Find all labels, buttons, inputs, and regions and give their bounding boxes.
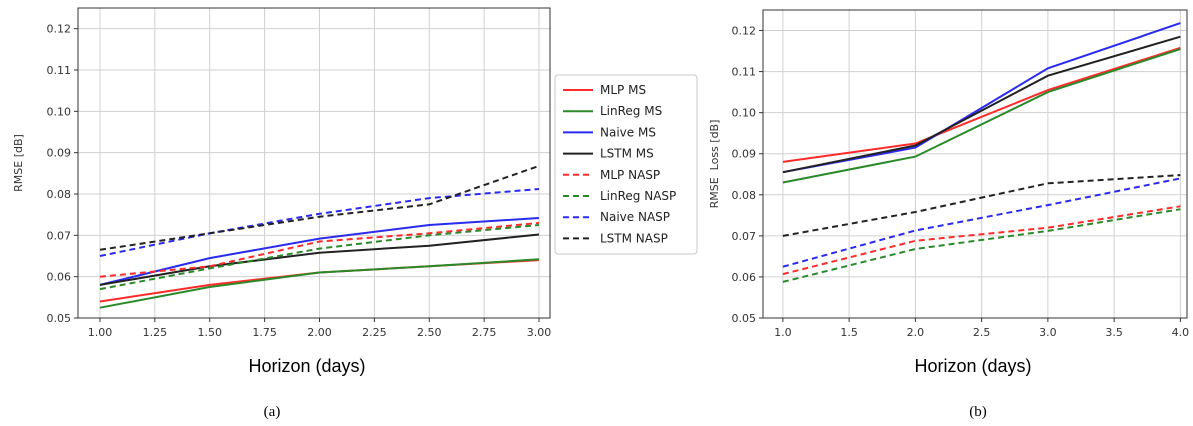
x-tick-label: 4.0 (1172, 326, 1190, 339)
x-tick-label: 3.00 (527, 326, 552, 339)
y-tick-label: 0.07 (47, 229, 72, 242)
x-tick-label: 2.75 (472, 326, 497, 339)
plot-area (78, 8, 550, 318)
x-axis-label: Horizon (days) (914, 356, 1031, 376)
y-axis-label: RMSE Loss [dB] (708, 120, 721, 209)
series-line-linreg-ms (99, 258, 540, 309)
legend-label-linreg-ms: LinReg MS (600, 104, 662, 118)
chart-b: 1.0 1.5 2.0 2.5 3.0 3.5 4.0 0.05 0.06 0.07 0.08 0.0… (708, 9, 1190, 420)
x-tick-label: 1.5 (840, 326, 858, 339)
x-tick-label: 1.25 (143, 326, 168, 339)
series-line-lstm-ms (99, 233, 540, 286)
y-tick-label: 0.09 (47, 147, 72, 160)
y-tick-label: 0.12 (47, 23, 72, 36)
x-tick-label: 2.00 (307, 326, 332, 339)
y-tick-label: 0.10 (47, 105, 72, 118)
x-tick-label: 1.75 (252, 326, 277, 339)
series-line-linreg-ms (782, 48, 1181, 184)
legend-label-mlp-nasp: MLP NASP (600, 168, 660, 182)
series-line-lstm-nasp (99, 164, 540, 251)
panel-caption: (a) (264, 404, 281, 420)
y-tick-label: 0.06 (47, 271, 72, 284)
series-line-lstm-nasp (782, 174, 1181, 237)
x-tick-label: 3.5 (1105, 326, 1123, 339)
legend-label-lstm-nasp: LSTM NASP (600, 231, 668, 245)
y-tick-label: 0.09 (732, 148, 757, 161)
series-line-mlp-nasp (782, 205, 1181, 276)
legend-label-lstm-ms: LSTM MS (600, 147, 654, 161)
series-line-naive-ms (782, 22, 1181, 174)
x-tick-label: 1.0 (774, 326, 792, 339)
legend-box (554, 74, 698, 255)
legend-label-mlp-ms: MLP MS (600, 83, 646, 97)
chart-a: 1.00 1.25 1.50 1.75 2.00 2.25 2.50 2.75 3.00 0.05… (12, 7, 552, 420)
panel-caption: (b) (969, 404, 987, 420)
y-tick-label: 0.05 (732, 312, 757, 325)
legend: MLP MS LinReg MS Naive MS LSTM MS MLP NASP Li… (554, 74, 698, 255)
series-line-lstm-ms (782, 35, 1181, 174)
series-line-mlp-ms (782, 46, 1181, 163)
x-tick-label: 2.5 (973, 326, 991, 339)
y-tick-label: 0.11 (732, 66, 757, 79)
series-line-linreg-nasp (99, 224, 540, 291)
plot-area (763, 10, 1187, 318)
series-line-naive-nasp (782, 177, 1181, 268)
x-tick-label: 1.00 (88, 326, 113, 339)
plot-frame (77, 7, 551, 319)
y-tick-label: 0.12 (732, 25, 757, 38)
series-line-naive-nasp (99, 188, 540, 257)
y-tick-label: 0.11 (47, 64, 72, 77)
plot-frame (762, 9, 1188, 319)
y-tick-label: 0.08 (47, 188, 72, 201)
legend-label-naive-ms: Naive MS (600, 125, 656, 139)
x-tick-label: 3.0 (1039, 326, 1057, 339)
y-axis-label: RMSE [dB] (12, 134, 25, 192)
series-line-mlp-nasp (99, 221, 540, 278)
series-line-linreg-nasp (782, 208, 1181, 283)
y-tick-label: 0.08 (732, 189, 757, 202)
legend-label-linreg-nasp: LinReg NASP (600, 189, 676, 203)
x-tick-label: 1.50 (197, 326, 222, 339)
y-tick-label: 0.07 (732, 230, 757, 243)
y-tick-label: 0.05 (47, 312, 72, 325)
x-tick-label: 2.50 (417, 326, 442, 339)
x-axis-label: Horizon (days) (248, 356, 365, 376)
series-line-naive-ms (99, 217, 540, 286)
x-tick-label: 2.0 (907, 326, 925, 339)
legend-label-naive-nasp: Naive NASP (600, 210, 670, 224)
y-tick-label: 0.06 (732, 271, 757, 284)
x-tick-label: 2.25 (362, 326, 387, 339)
y-tick-label: 0.10 (732, 107, 757, 120)
